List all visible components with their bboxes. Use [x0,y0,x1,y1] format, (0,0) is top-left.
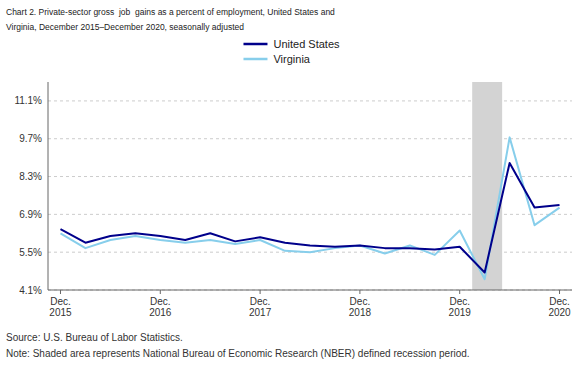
x-tick [459,290,460,294]
x-tick-label-line: Dec. [150,296,171,307]
x-tick-label: Dec.2016 [149,296,172,318]
x-tick [60,290,61,294]
plot-area [60,82,559,290]
y-tick-label: 8.3% [19,171,42,182]
annotation: Note: Shaded area represents National Bu… [6,348,470,359]
title-line: Virginia, December 2015–December 2020, s… [6,22,244,32]
x-tick-label-line: 2016 [149,307,172,318]
x-tick-label-line: Dec. [50,296,71,307]
x-tick-label: Dec.2017 [249,296,272,318]
annotation: Source: U.S. Bureau of Labor Statistics. [6,332,183,343]
x-tick-label-line: 2018 [349,307,372,318]
title: Chart 2. Private-sector gross job gains … [6,7,335,32]
series-line [60,137,559,279]
x-tick [559,290,560,294]
x-tick-label-line: 2017 [249,307,272,318]
x-tick-label-line: 2019 [449,307,472,318]
x-tick-label-line: Dec. [549,296,570,307]
x-tick [160,290,161,294]
y-tick-label: 9.7% [19,133,42,144]
y-axis-line [48,82,49,290]
series-line [60,163,559,272]
x-tick-label-line: Dec. [350,296,371,307]
x-tick-label-line: Dec. [449,296,470,307]
legend-label: United States [273,38,340,50]
grid-line [48,290,572,291]
x-axis-line [48,290,572,291]
legend-label: Virginia [273,53,310,65]
legend-swatch [243,43,267,46]
x-tick-label: Dec.2018 [349,296,372,318]
x-tick-label-line: 2020 [548,307,571,318]
x-tick [359,290,360,294]
x-tick-label-line: 2015 [49,307,72,318]
legend: United States Virginia [243,38,340,65]
title-line: Chart 2. Private-sector gross job gains … [6,7,335,17]
y-tick-label: 4.1% [19,285,42,296]
y-tick-label: 11.1% [14,95,42,106]
y-tick-label: 5.5% [19,247,42,258]
chart: Chart 2. Private-sector gross job gains … [0,0,583,371]
y-tick-label: 6.9% [19,209,42,220]
x-tick [260,290,261,294]
legend-swatch [243,58,267,61]
x-tick-label-line: Dec. [250,296,271,307]
x-tick-label: Dec.2019 [449,296,472,318]
x-tick-label: Dec.2015 [49,296,72,318]
x-tick-label: Dec.2020 [548,296,571,318]
